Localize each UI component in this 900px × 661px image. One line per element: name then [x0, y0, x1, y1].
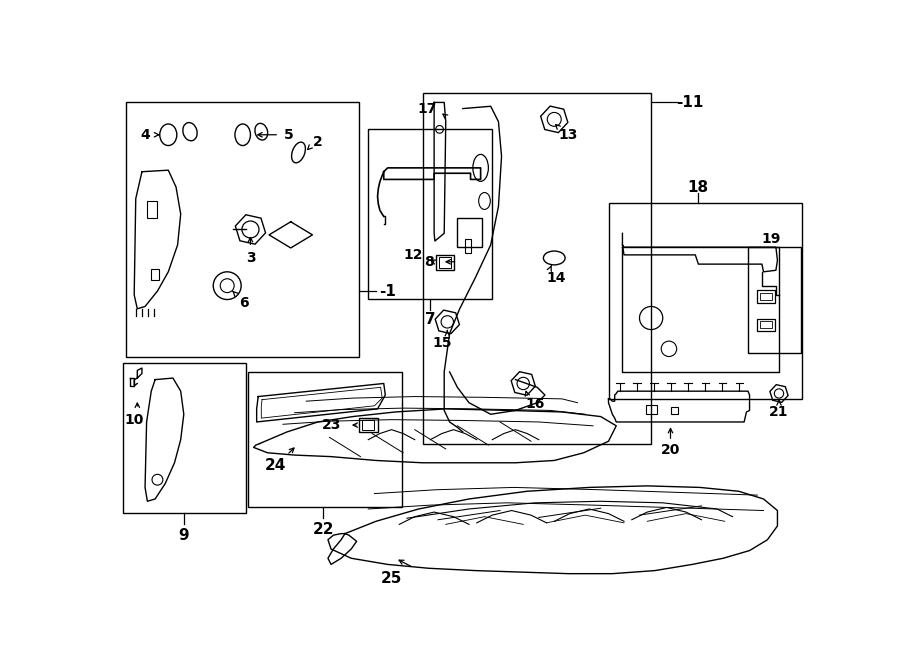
- Bar: [436, 255, 454, 270]
- Text: 5: 5: [284, 128, 294, 141]
- Text: 8: 8: [425, 254, 434, 269]
- Text: 9: 9: [178, 527, 189, 543]
- Text: 24: 24: [265, 458, 286, 473]
- Bar: [457, 218, 482, 247]
- Bar: [368, 130, 492, 299]
- Bar: [123, 363, 246, 513]
- Bar: [359, 418, 378, 432]
- Bar: [151, 269, 159, 280]
- Text: 14: 14: [546, 271, 565, 285]
- Text: 3: 3: [246, 251, 256, 265]
- Text: 21: 21: [770, 405, 788, 419]
- Text: -1: -1: [379, 284, 396, 299]
- Bar: [645, 405, 657, 414]
- Text: 10: 10: [124, 412, 144, 426]
- Text: 16: 16: [526, 397, 544, 411]
- Text: 13: 13: [559, 128, 578, 141]
- Text: 25: 25: [381, 571, 402, 586]
- Bar: [248, 372, 401, 507]
- Text: 19: 19: [761, 233, 781, 247]
- Bar: [608, 202, 802, 399]
- Bar: [362, 420, 374, 430]
- Text: 18: 18: [687, 180, 708, 194]
- Text: 2: 2: [313, 136, 323, 149]
- Bar: [670, 407, 679, 414]
- Bar: [748, 247, 801, 354]
- Bar: [148, 201, 157, 218]
- Bar: [439, 257, 451, 268]
- Text: 6: 6: [239, 295, 249, 309]
- Text: 17: 17: [417, 102, 436, 116]
- Bar: [465, 239, 472, 253]
- Bar: [126, 102, 359, 356]
- Text: 4: 4: [140, 128, 150, 141]
- Text: -11: -11: [676, 95, 704, 110]
- Bar: [422, 93, 651, 444]
- Text: 20: 20: [661, 444, 680, 457]
- Text: 7: 7: [425, 312, 436, 327]
- Text: 23: 23: [322, 418, 341, 432]
- Text: 12: 12: [403, 248, 422, 262]
- Text: 15: 15: [432, 336, 452, 350]
- Text: 22: 22: [312, 522, 334, 537]
